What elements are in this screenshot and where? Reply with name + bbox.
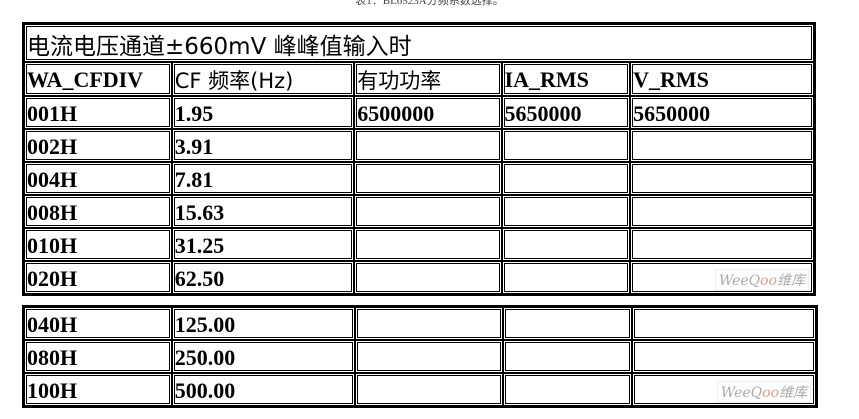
- table-cell: [630, 195, 814, 228]
- table-cell: 5650000: [630, 96, 814, 129]
- table-row: 080H 250.00: [24, 340, 816, 373]
- table-title: 电流电压通道±660mV 峰峰值输入时: [24, 24, 814, 62]
- table-cell: 7.81: [171, 162, 355, 195]
- table-cell: 080H: [24, 340, 172, 373]
- table-cell: [501, 129, 631, 162]
- table-cell: [355, 373, 503, 406]
- watermark-logo: WeeQoo维库: [714, 269, 809, 291]
- table-row: 010H 31.25: [24, 228, 814, 261]
- table-cell: [355, 340, 503, 373]
- table-cell: 500.00: [171, 373, 356, 406]
- table-cell: WeeQoo维库: [631, 373, 816, 406]
- table-row: 004H 7.81: [24, 162, 814, 195]
- table-cell: [630, 129, 814, 162]
- watermark-logo: WeeQoo维库: [716, 381, 811, 403]
- table-row: 002H 3.91: [24, 129, 814, 162]
- table-cell: 001H: [24, 96, 172, 129]
- table-cell: [355, 307, 503, 340]
- table-cell: [502, 307, 632, 340]
- table-cell: [354, 228, 502, 261]
- table-cell: [501, 261, 631, 294]
- table-caption: 表1：BL6523A分频系数选择。: [355, 0, 504, 7]
- table-cell: 002H: [24, 129, 172, 162]
- table-cell: 1.95: [171, 96, 355, 129]
- table-cell: [354, 129, 502, 162]
- table-cell: 250.00: [171, 340, 356, 373]
- column-header: IA_RMS: [501, 62, 631, 96]
- column-header: CF 频率(Hz): [171, 62, 355, 96]
- table-cell: WeeQoo维库: [630, 261, 814, 294]
- table-cell: [630, 228, 814, 261]
- table-cell: 3.91: [171, 129, 355, 162]
- table-cell: 31.25: [171, 228, 355, 261]
- table-row: 001H 1.95 6500000 5650000 5650000: [24, 96, 814, 129]
- table-cell: [354, 195, 502, 228]
- table-cell: 125.00: [171, 307, 356, 340]
- cf-frequency-table: 电流电压通道±660mV 峰峰值输入时 WA_CFDIV CF 频率(Hz) 有功功…: [22, 22, 816, 296]
- table-cell: 020H: [24, 261, 172, 294]
- table-cell: 008H: [24, 195, 172, 228]
- cf-frequency-table-continued: 040H 125.00 080H 250.00 100H 500.00 WeeQoo维库: [22, 305, 818, 408]
- column-header: V_RMS: [630, 62, 814, 96]
- table-cell: 15.63: [171, 195, 355, 228]
- table-cell: [501, 195, 631, 228]
- table-cell: [354, 261, 502, 294]
- table-cell: 5650000: [501, 96, 631, 129]
- table-cell: [630, 162, 814, 195]
- table-cell: 010H: [24, 228, 172, 261]
- table-row: 040H 125.00: [24, 307, 816, 340]
- table-cell: [501, 228, 631, 261]
- table-cell: [502, 340, 632, 373]
- table-cell: [502, 373, 632, 406]
- column-header: WA_CFDIV: [24, 62, 172, 96]
- table-cell: 6500000: [354, 96, 502, 129]
- table-cell: 004H: [24, 162, 172, 195]
- column-header: 有功功率: [354, 62, 502, 96]
- table-row: 020H 62.50 WeeQoo维库: [24, 261, 814, 294]
- table-cell: 100H: [24, 373, 172, 406]
- table-row: 008H 15.63: [24, 195, 814, 228]
- table-cell: [631, 340, 816, 373]
- table-cell: [631, 307, 816, 340]
- table-cell: 62.50: [171, 261, 355, 294]
- table-cell: [354, 162, 502, 195]
- table-row: 100H 500.00 WeeQoo维库: [24, 373, 816, 406]
- table-cell: [501, 162, 631, 195]
- table-cell: 040H: [24, 307, 172, 340]
